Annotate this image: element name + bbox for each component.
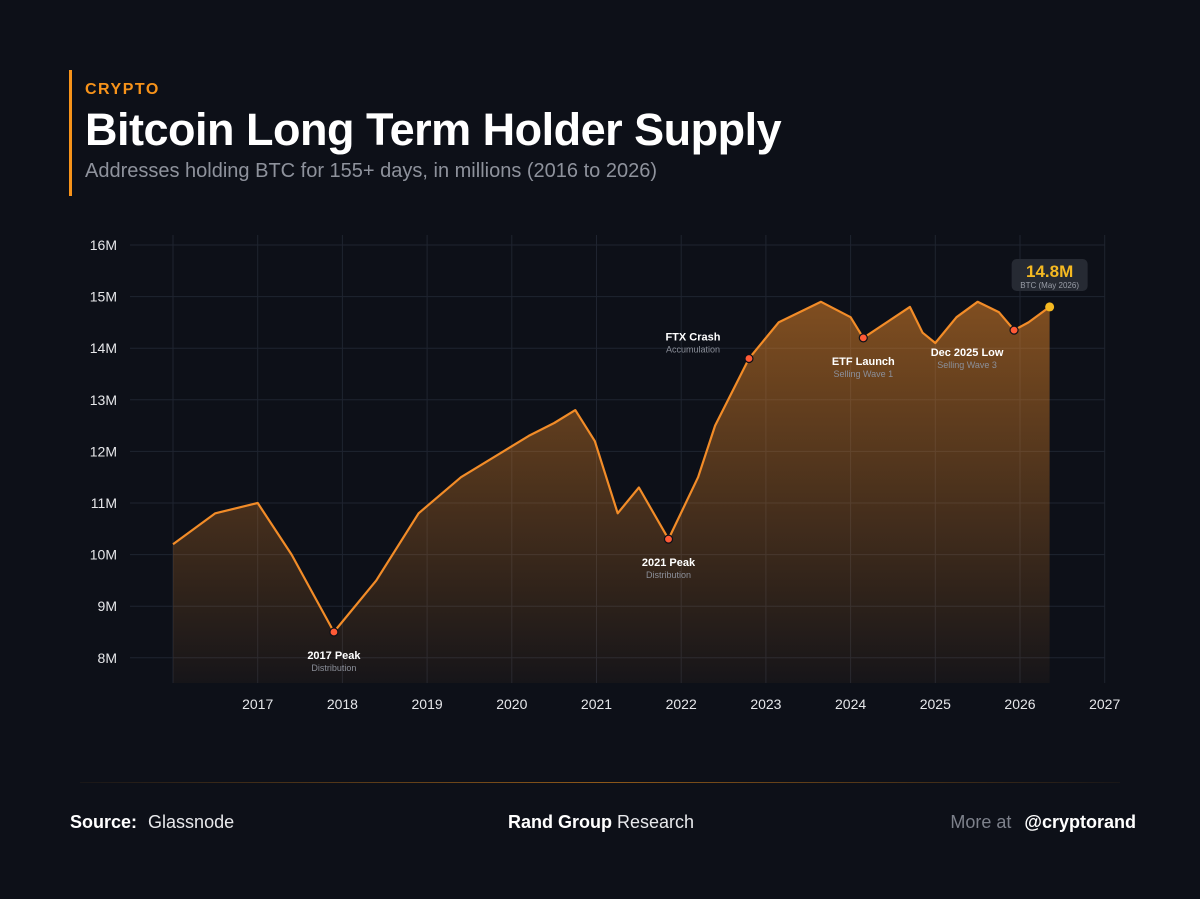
x-tick-label: 2017: [242, 696, 273, 712]
annotation-marker: [329, 627, 339, 637]
y-tick-label: 10M: [90, 547, 117, 563]
area-chart: 8M 9M 10M 11M 12M 13M 14M 15M 16M 2017 2018 2019 202…: [90, 235, 1121, 712]
chart-axes: 8M 9M 10M 11M 12M 13M 14M 15M 16M 2017 2018 2019 202…: [90, 237, 1121, 712]
chart-area: [172, 300, 1051, 683]
annotation-label: ETF Launch: [832, 356, 895, 368]
chart-header: CRYPTO Bitcoin Long Term Holder Supply A…: [69, 70, 969, 196]
annotation-sublabel: Accumulation: [666, 345, 720, 355]
y-tick-label: 12M: [90, 443, 117, 459]
footer-source: Source: Glassnode: [70, 812, 234, 833]
annotation-sublabel: Distribution: [646, 570, 691, 580]
chart-title: Bitcoin Long Term Holder Supply: [85, 104, 782, 155]
annotation-marker: [1009, 325, 1019, 335]
x-tick-label: 2024: [835, 696, 866, 712]
annotation-marker: [744, 353, 754, 364]
x-tick-label: 2025: [920, 696, 951, 712]
x-tick-label: 2027: [1089, 696, 1120, 712]
brand-suffix: Research: [617, 812, 695, 832]
annotation-label: 2017 Peak: [307, 650, 361, 662]
y-tick-label: 16M: [90, 237, 117, 253]
x-tick-label: 2021: [581, 696, 612, 712]
series-line: [172, 300, 1051, 634]
x-tick-label: 2023: [750, 696, 781, 712]
footer-brand: Rand Group Research: [508, 812, 694, 833]
x-tick-label: 2020: [496, 696, 527, 712]
x-tick-label: 2019: [412, 696, 443, 712]
social-handle-link[interactable]: @cryptorand: [1024, 812, 1136, 832]
source-value: Glassnode: [148, 812, 235, 832]
footer-divider: [80, 782, 1120, 783]
callout-value: 14.8M: [1026, 262, 1073, 281]
annotation-label: 2021 Peak: [642, 557, 696, 569]
y-tick-label: 14M: [90, 340, 117, 356]
annotation-sublabel: Selling Wave 3: [937, 360, 997, 370]
annotation-marker: [858, 333, 868, 343]
category-kicker: CRYPTO: [85, 81, 160, 98]
source-label: Source:: [70, 812, 138, 832]
y-tick-label: 8M: [98, 650, 117, 666]
x-tick-label: 2026: [1004, 696, 1035, 712]
y-tick-label: 9M: [98, 598, 117, 614]
more-at-label: More at: [950, 812, 1012, 832]
callout-box: [1011, 259, 1088, 291]
series-area-fill: [173, 301, 1050, 683]
x-tick-label: 2022: [666, 696, 697, 712]
callout-sublabel: BTC (May 2026): [1020, 281, 1079, 290]
annotation-sublabel: Selling Wave 1: [833, 369, 893, 379]
y-tick-label: 11M: [91, 495, 117, 511]
brand-name: Rand Group: [508, 812, 612, 832]
footer-more: More at @cryptorand: [950, 812, 1136, 833]
chart-subtitle: Addresses holding BTC for 155+ days, in …: [85, 160, 657, 182]
x-tick-label: 2018: [327, 696, 358, 712]
y-tick-label: 15M: [90, 289, 117, 305]
y-tick-label: 13M: [90, 392, 117, 408]
annotation-marker: [663, 534, 674, 544]
annotation-label: FTX Crash: [665, 332, 720, 344]
annotation-label: Dec 2025 Low: [931, 347, 1004, 359]
annotation-sublabel: Distribution: [311, 663, 356, 673]
latest-value-marker: [1045, 302, 1055, 312]
